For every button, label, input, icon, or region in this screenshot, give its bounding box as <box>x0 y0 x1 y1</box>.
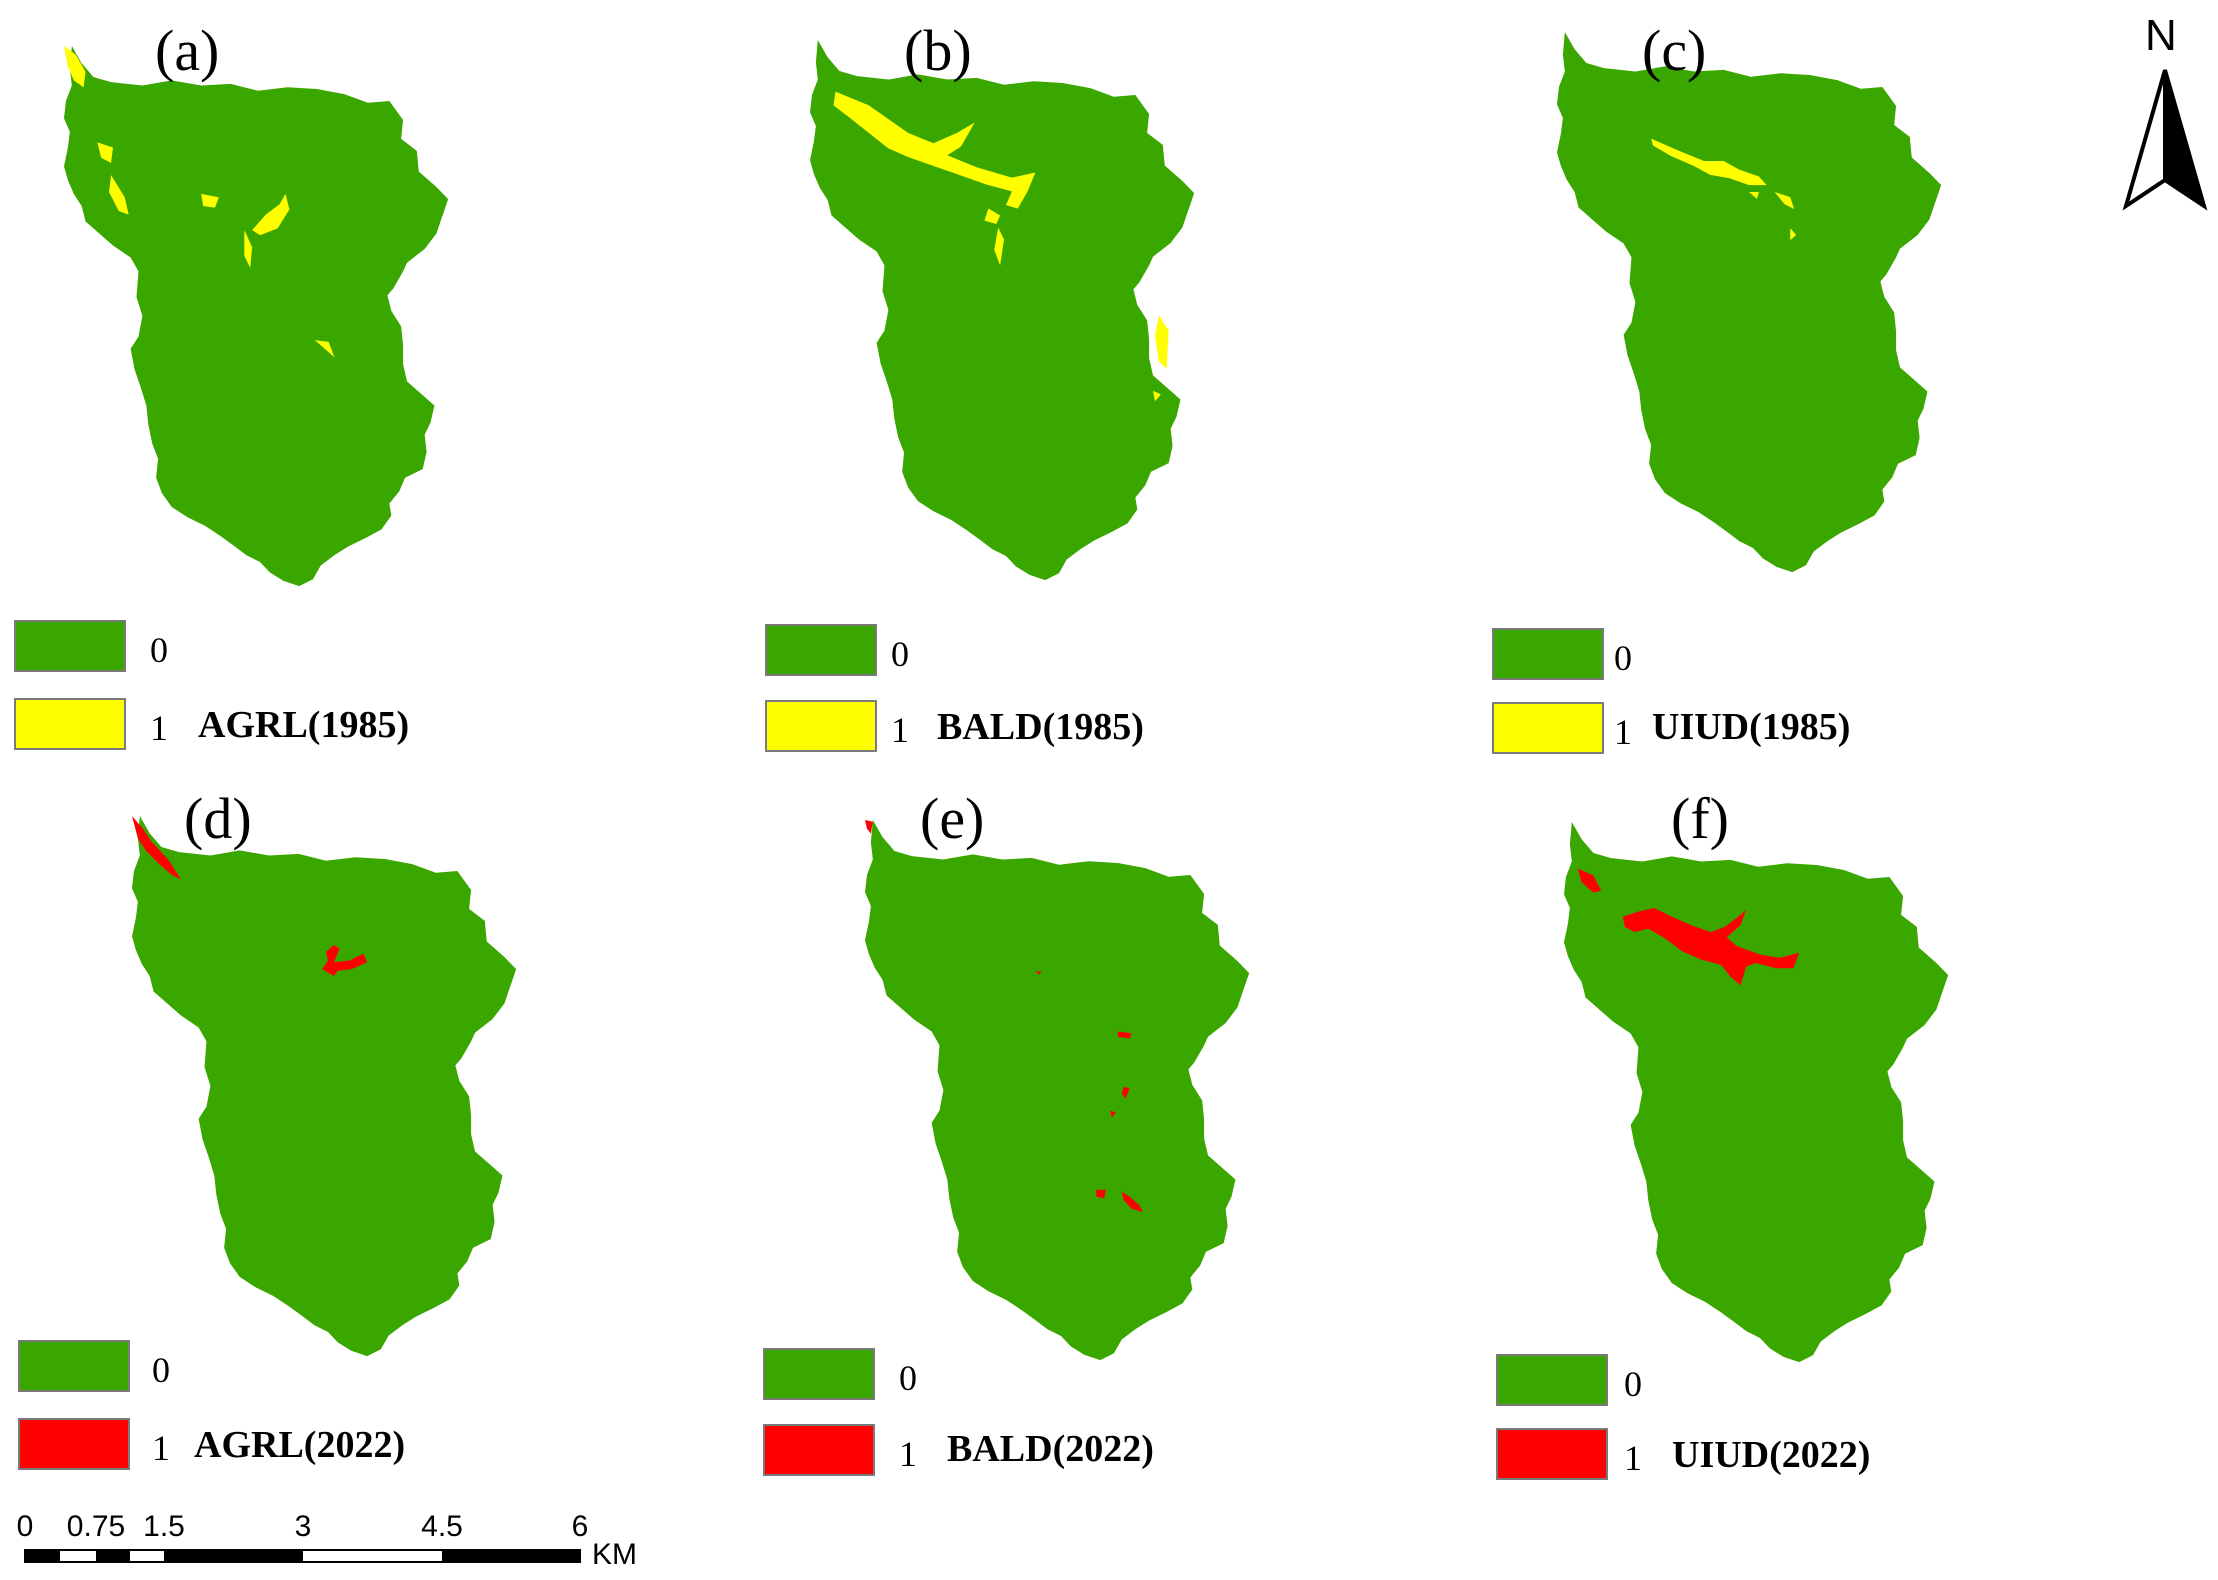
change-patch <box>1154 315 1169 369</box>
scale-unit: KM <box>592 1538 637 1571</box>
change-patch <box>1577 868 1602 893</box>
legend-value-0: 0 <box>891 634 909 674</box>
scale-tick-label: 4.5 <box>421 1510 463 1543</box>
legend-value-1: 1 <box>152 1428 170 1468</box>
change-patch <box>252 193 290 236</box>
legend-value-0: 0 <box>152 1350 170 1390</box>
scale-bar <box>24 1549 581 1563</box>
change-patch <box>1096 1189 1107 1199</box>
legend-value-0: 0 <box>1614 638 1632 678</box>
change-patch <box>865 820 873 834</box>
watershed-area <box>865 820 1250 1361</box>
legend-value-1: 1 <box>1624 1438 1642 1478</box>
legend-swatch-1 <box>18 1418 130 1470</box>
legend-swatch-1 <box>1496 1428 1608 1480</box>
legend-value-0: 0 <box>899 1358 917 1398</box>
panel-label: (b) <box>904 18 972 83</box>
change-patch <box>833 91 1036 209</box>
change-patch <box>1622 908 1800 986</box>
panel-label: (c) <box>1642 18 1707 83</box>
watershed-area <box>1564 822 1949 1363</box>
legend-title: UIUD(2022) <box>1672 1434 1871 1476</box>
watershed-map <box>810 40 1195 581</box>
change-patch <box>1651 138 1767 186</box>
change-patch <box>1121 1086 1130 1099</box>
change-patch <box>244 230 253 268</box>
legend-value-1: 1 <box>899 1434 917 1474</box>
legend-title: AGRL(1985) <box>198 704 410 746</box>
change-patch <box>1110 1110 1116 1118</box>
watershed-map <box>865 820 1250 1361</box>
legend-title: BALD(2022) <box>947 1428 1154 1470</box>
legend-swatch-0 <box>1496 1354 1608 1406</box>
change-patch <box>1749 191 1759 199</box>
legend-swatch-1 <box>1492 702 1604 754</box>
change-patch <box>1121 1191 1144 1213</box>
watershed-map <box>1557 32 1942 573</box>
change-patch <box>64 46 86 88</box>
scale-tick-label: 3 <box>294 1510 312 1543</box>
legend-title: UIUD(1985) <box>1652 706 1851 748</box>
panel-e: (e) 0 1 BALD(2022) <box>739 790 1478 1580</box>
change-patch <box>994 227 1005 266</box>
legend-swatch-0 <box>763 1348 875 1400</box>
scale-tick-label: 1.5 <box>143 1510 185 1543</box>
legend-value-1: 1 <box>1614 712 1632 752</box>
legend-title: AGRL(2022) <box>194 1424 406 1466</box>
change-patch <box>1153 390 1161 402</box>
watershed-area <box>1557 32 1942 573</box>
scale-tick-label: 0 <box>16 1510 34 1543</box>
change-patch <box>109 175 129 215</box>
watershed-map <box>64 46 449 587</box>
panel-b: (b) 0 1 BALD(1985) <box>739 0 1478 790</box>
change-patch <box>1117 1031 1132 1039</box>
change-patch <box>201 193 219 208</box>
watershed-map <box>1564 822 1949 1363</box>
legend-title: BALD(1985) <box>937 706 1144 748</box>
change-patch <box>322 945 368 976</box>
watershed-area <box>132 816 517 1357</box>
panel-label: (a) <box>155 18 220 83</box>
change-patch <box>132 816 181 880</box>
watershed-map <box>132 816 517 1357</box>
panel-d: (d) 0 1 AGRL(2022) <box>0 790 739 1580</box>
panel-a: (a) 0 1 AGRL(1985) <box>0 0 739 790</box>
panel-f: (f) 0 1 UIUD(2022) <box>1478 790 2217 1580</box>
legend-swatch-1 <box>765 700 877 752</box>
legend-swatch-1 <box>763 1424 875 1476</box>
north-label: N <box>2145 11 2177 60</box>
legend-value-1: 1 <box>150 708 168 748</box>
change-patch <box>1774 191 1795 210</box>
legend-swatch-0 <box>765 624 877 676</box>
panel-c: (c) 0 1 UIUD(1985) <box>1478 0 2217 790</box>
change-patch <box>1790 228 1797 241</box>
legend-swatch-0 <box>14 620 126 672</box>
legend-swatch-0 <box>18 1340 130 1392</box>
scale-tick-label: 0.75 <box>66 1510 126 1543</box>
legend-swatch-1 <box>14 698 126 750</box>
legend-swatch-0 <box>1492 628 1604 680</box>
north-arrow-icon <box>2122 69 2208 211</box>
legend-value-0: 0 <box>1624 1364 1642 1404</box>
legend-value-1: 1 <box>891 710 909 750</box>
watershed-area <box>64 46 449 587</box>
panel-label: (f) <box>1671 786 1729 851</box>
change-patch <box>984 208 1001 225</box>
legend-value-0: 0 <box>150 630 168 670</box>
change-patch <box>1035 971 1042 975</box>
scale-tick-label: 6 <box>571 1510 589 1543</box>
panel-label: (d) <box>184 786 252 851</box>
panel-label: (e) <box>920 786 985 851</box>
